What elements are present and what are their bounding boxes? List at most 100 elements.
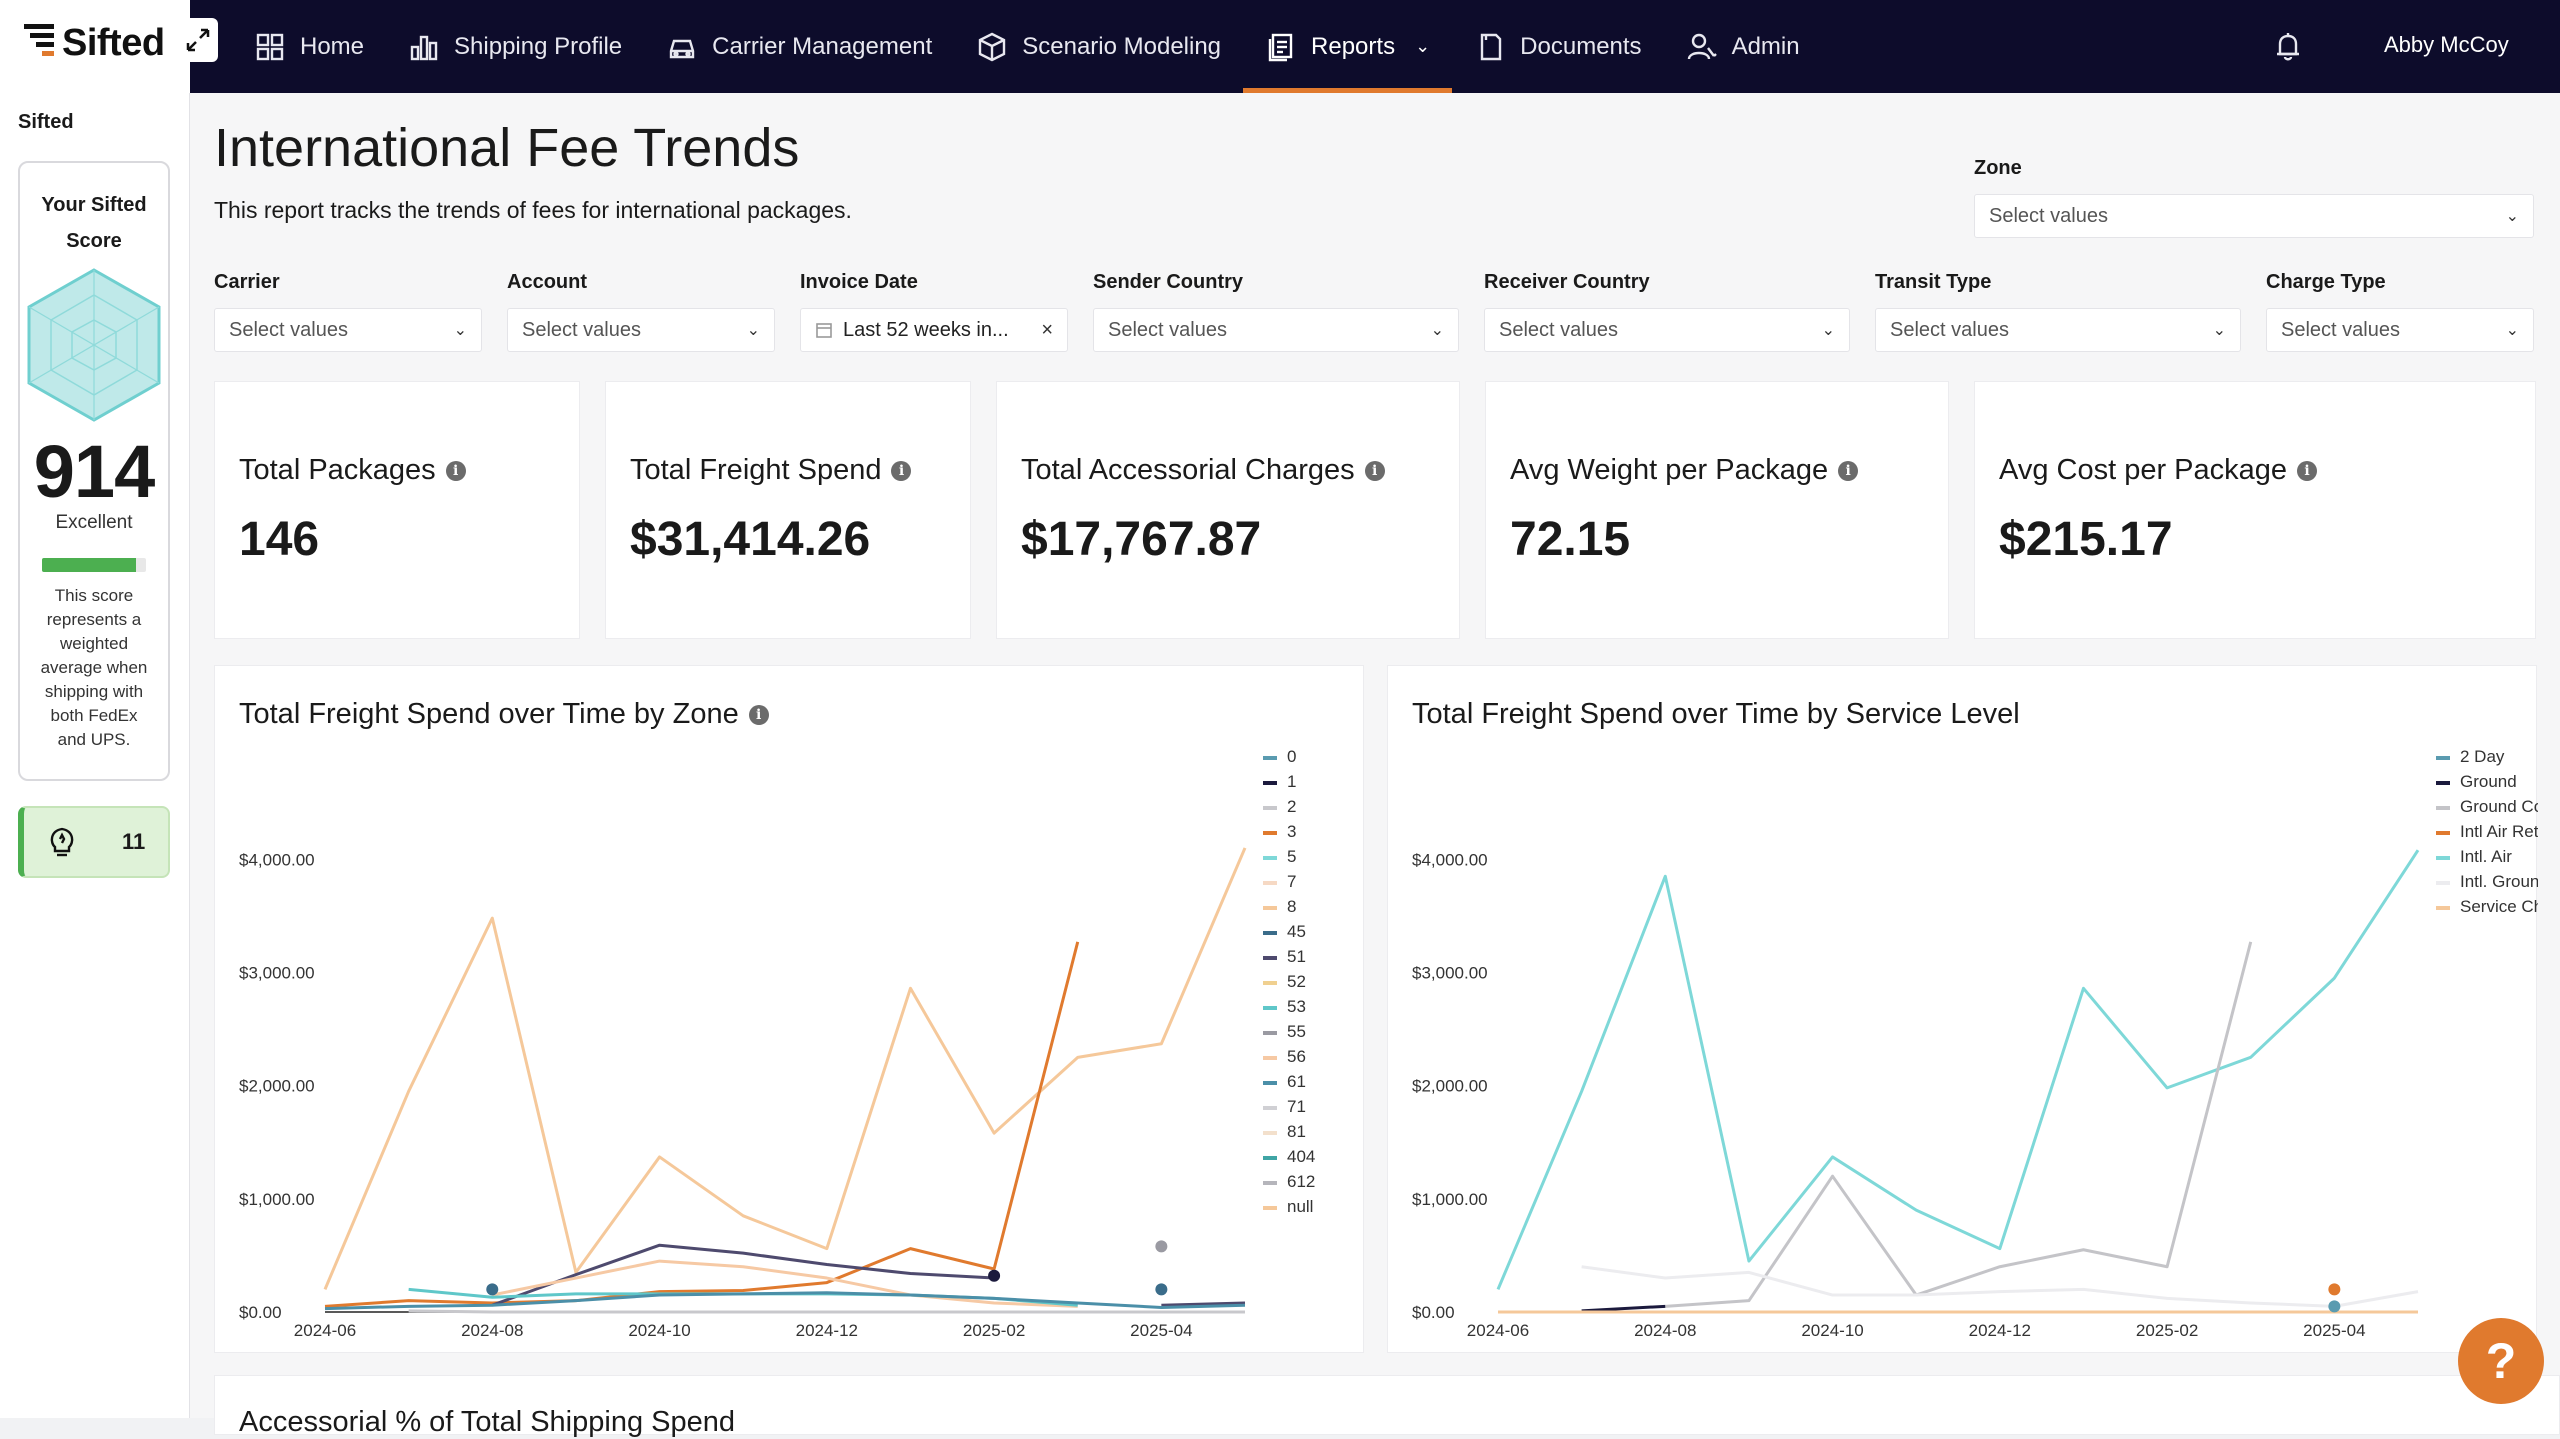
filter-carrier-label: Carrier [214, 271, 280, 293]
series-line-0[interactable] [324, 1291, 1246, 1311]
document-icon [1480, 33, 1502, 60]
legend-swatch [2436, 856, 2450, 860]
kpi-value: 72.15 [1510, 513, 1631, 566]
logo-area[interactable]: Sifted [0, 0, 190, 93]
charge-type-select[interactable]: Select values ⌄ [2266, 308, 2534, 352]
series-line-3[interactable] [324, 941, 1080, 1308]
legend-swatch [2436, 906, 2450, 910]
legend-item[interactable]: 56 [1287, 1047, 1306, 1066]
kpi-total-freight-spend: Total Freight Spend i $31,414.26 [605, 381, 971, 639]
nav-scenario-modeling[interactable]: Scenario Modeling [954, 0, 1243, 93]
info-icon[interactable]: i [748, 704, 769, 725]
nav-reports[interactable]: Reports ⌄ [1243, 0, 1453, 93]
account-select[interactable]: Select values ⌄ [507, 308, 775, 352]
legend-item[interactable]: 81 [1287, 1122, 1306, 1141]
legend-item[interactable]: 3 [1287, 822, 1296, 841]
sifted-score-card[interactable]: Your Sifted Score 914 Excellent This sco… [18, 161, 170, 781]
legend-swatch [1263, 981, 1277, 985]
y-tick-label: $2,000.00 [239, 1077, 315, 1096]
series-line-Intl. Ground[interactable] [1581, 1265, 2419, 1308]
chart-card-accessorial: Accessorial % of Total Shipping Spend [214, 1375, 2560, 1438]
chart-title: Total Freight Spend over Time by Zone [239, 698, 739, 730]
x-tick-label: 2025-04 [1130, 1321, 1192, 1340]
series-line-51[interactable] [1161, 1301, 1246, 1307]
expand-sidebar-button[interactable] [178, 18, 218, 62]
sender-country-select[interactable]: Select values ⌄ [1093, 308, 1459, 352]
page-subtitle: This report tracks the trends of fees fo… [214, 197, 852, 223]
legend-item[interactable]: 2 Day [2460, 747, 2505, 766]
series-line-51[interactable] [491, 1243, 995, 1307]
legend-swatch [1263, 931, 1277, 935]
filter-invoice-date-label: Invoice Date [800, 271, 918, 293]
series-line-7[interactable] [491, 1259, 1078, 1308]
legend-item[interactable]: 612 [1287, 1172, 1315, 1191]
series-point-55[interactable] [1155, 1240, 1168, 1253]
legend-item[interactable]: 5 [1287, 847, 1296, 866]
bell-icon[interactable] [2268, 26, 2308, 66]
legend-item[interactable]: Service Charge [2460, 897, 2538, 916]
carrier-select[interactable]: Select values ⌄ [214, 308, 482, 352]
nav-documents[interactable]: Documents [1452, 0, 1663, 93]
legend-item[interactable]: 8 [1287, 897, 1296, 916]
nav-shipping-profile[interactable]: Shipping Profile [386, 0, 644, 93]
legend-swatch [2436, 881, 2450, 885]
legend-item[interactable]: 45 [1287, 922, 1306, 941]
chart-title: Total Freight Spend over Time by Service… [1412, 698, 2020, 730]
series-point-2 Day[interactable] [2328, 1300, 2341, 1313]
clear-icon[interactable]: × [1041, 318, 1053, 341]
series-line-Ground[interactable] [1581, 1304, 1666, 1313]
series-point-1[interactable] [988, 1269, 1001, 1282]
legend-item[interactable]: Ground Com [2460, 797, 2538, 816]
zone-select[interactable]: Select values ⌄ [1974, 194, 2534, 238]
legend-item[interactable]: 404 [1287, 1147, 1315, 1166]
legend-item[interactable]: 52 [1287, 972, 1306, 991]
legend-item[interactable]: 71 [1287, 1097, 1306, 1116]
info-icon[interactable]: i [2297, 460, 2318, 481]
legend-item[interactable]: null [1287, 1197, 1313, 1216]
legend-item[interactable]: 53 [1287, 997, 1306, 1016]
nav-carrier-management[interactable]: Carrier Management [644, 0, 954, 93]
series-point-45[interactable] [1155, 1283, 1168, 1296]
info-icon[interactable]: i [891, 460, 912, 481]
legend-item[interactable]: 55 [1287, 1022, 1306, 1041]
filter-account-label: Account [507, 271, 587, 293]
legend-item[interactable]: Intl. Air [2460, 847, 2512, 866]
legend-item[interactable]: Intl. Ground [2460, 872, 2538, 891]
chevron-down-icon: ⌄ [453, 322, 467, 339]
legend-item[interactable]: 61 [1287, 1072, 1306, 1091]
user-menu[interactable]: Abby McCoy [2384, 32, 2509, 57]
legend-item[interactable]: Intl Air Returns [2460, 822, 2538, 841]
info-icon[interactable]: i [1838, 460, 1859, 481]
info-icon[interactable]: i [445, 460, 466, 481]
series-point-45[interactable] [486, 1283, 499, 1296]
bar-chart-icon [410, 35, 438, 60]
series-point-Intl Air Returns[interactable] [2328, 1283, 2341, 1296]
chart-freight-by-zone[interactable]: $0.00 $1,000.00 $2,000.00 $3,000.00 $4,000.0… [215, 666, 1365, 1354]
series-line-Intl. Air[interactable] [1496, 849, 2420, 1290]
home-grid-icon [256, 33, 284, 60]
legend-item[interactable]: Ground [2460, 772, 2517, 791]
invoice-date-select[interactable]: Last 52 weeks in... × [800, 308, 1068, 352]
legend-item[interactable]: 0 [1287, 747, 1296, 766]
series-line-Ground Com[interactable] [1665, 941, 2253, 1308]
help-button[interactable]: ? [2458, 1318, 2544, 1404]
legend-item[interactable]: 51 [1287, 947, 1306, 966]
series-line-2[interactable] [408, 1309, 1245, 1314]
chart-freight-by-service-level[interactable]: $0.00 $1,000.00 $2,000.00 $3,000.00 $4,000.0… [1388, 666, 2538, 1354]
transit-type-select[interactable]: Select values ⌄ [1875, 308, 2241, 352]
tips-badge[interactable]: 11 [18, 806, 170, 878]
nav-admin[interactable]: Admin [1664, 0, 1822, 93]
cube-icon [979, 32, 1006, 61]
top-navigation: Sifted Home Shipping Profile Carrier Man… [0, 0, 2560, 93]
legend-item[interactable]: 1 [1287, 772, 1296, 791]
info-icon[interactable]: i [1364, 460, 1385, 481]
legend-swatch [1263, 1131, 1277, 1135]
x-tick-label: 2024-08 [1634, 1321, 1696, 1340]
legend-swatch [2436, 806, 2450, 810]
series-line-8[interactable] [323, 847, 1247, 1290]
nav-home[interactable]: Home [232, 0, 386, 93]
kpi-title: Total Freight Spend [630, 454, 882, 486]
legend-item[interactable]: 2 [1287, 797, 1296, 816]
receiver-country-select[interactable]: Select values ⌄ [1484, 308, 1850, 352]
legend-item[interactable]: 7 [1287, 872, 1296, 891]
